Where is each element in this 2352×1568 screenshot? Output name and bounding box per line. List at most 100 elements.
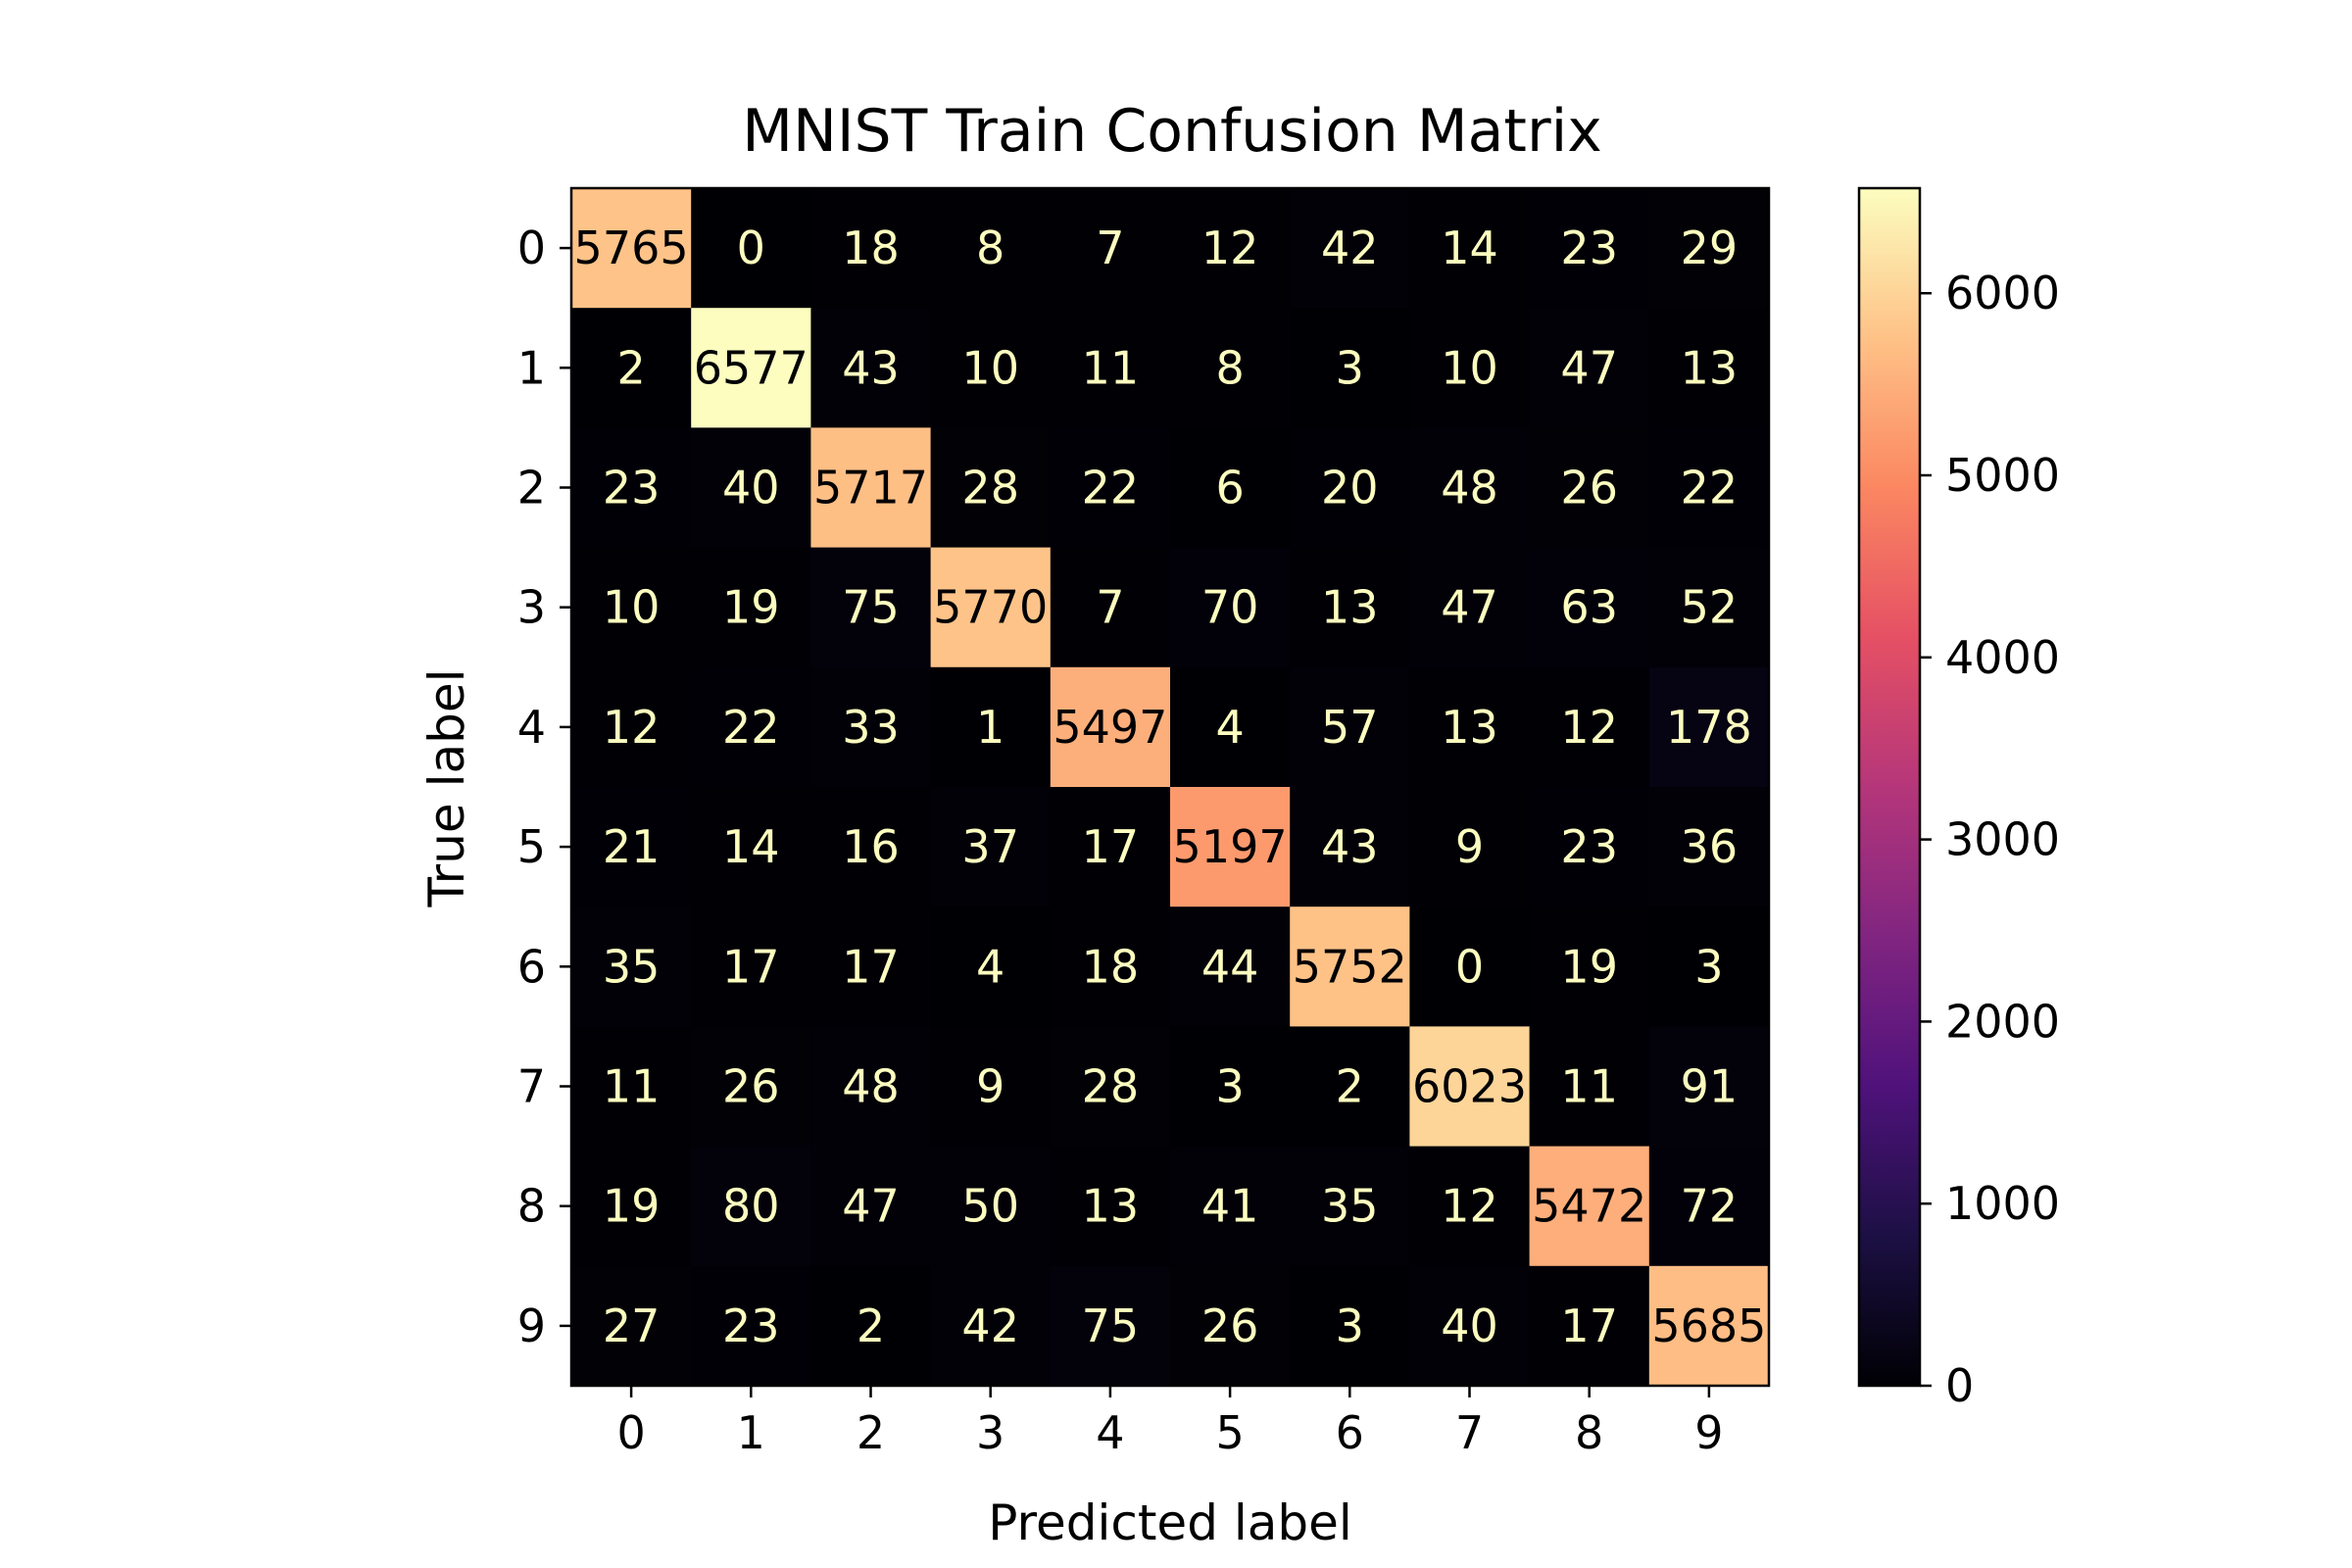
heatmap-cell [1529,1265,1650,1387]
heatmap-cell [1290,906,1410,1027]
heatmap-cell [810,308,932,428]
heatmap-cell [571,666,692,788]
heatmap-cell [1409,1265,1531,1387]
cell-value-label: 12 [603,701,661,754]
cell-value-label: 6023 [1412,1060,1527,1113]
heatmap-cell [1648,787,1770,907]
y-tick-label: 9 [517,1299,546,1352]
cell-value-label: 29 [1681,221,1739,274]
heatmap-cell [1050,666,1171,788]
heatmap-cell [1290,188,1410,309]
heatmap-cell [1409,427,1531,549]
heatmap-cell [1290,1146,1410,1267]
heatmap-cell [1050,188,1171,309]
cell-value-label: 2 [616,341,645,394]
y-tick-label: 5 [517,820,546,873]
cell-value-label: 26 [722,1060,780,1113]
heatmap-cell [1050,427,1171,549]
heatmap-cell [571,547,692,668]
cell-value-label: 80 [722,1180,780,1233]
y-axis-ticks: 0 1 2 3 4 5 6 7 8 9 [517,221,571,1352]
cell-value-label: 13 [1082,1180,1140,1233]
heatmap-cell [1290,666,1410,788]
colorbar-tick-label: 5000 [1945,449,2060,502]
heatmap-cell [1648,547,1770,668]
cell-value-label: 5765 [574,221,689,274]
heatmap-cell [1409,1026,1531,1148]
heatmap-cell [1529,1026,1650,1148]
x-tick-label: 5 [1215,1406,1244,1459]
heatmap-cell [930,427,1052,549]
heatmap-cell [810,188,932,309]
cell-value-label: 13 [1681,341,1739,394]
heatmap-frame [569,186,1771,1388]
cell-value-label: 13 [1441,701,1498,754]
cell-value-label: 7 [1096,581,1124,634]
heatmap-cell [1290,547,1410,668]
heatmap-cell [691,787,811,907]
heatmap-cell [1050,787,1171,907]
heatmap-cell [1409,308,1531,428]
heatmap-cell [1529,906,1650,1027]
cell-value-label: 75 [842,581,900,634]
x-axis-ticks: 0 1 2 3 4 5 6 7 8 9 [616,1386,1724,1459]
cell-value-label: 28 [961,462,1019,514]
x-tick-label: 8 [1575,1406,1603,1459]
y-tick-label: 0 [517,221,546,274]
cell-value-label: 10 [603,581,661,634]
cell-value-label: 3 [1336,1299,1364,1352]
cell-value-label: 27 [603,1299,661,1352]
cell-value-label: 9 [1455,820,1484,873]
heatmap-cell [691,427,811,549]
cell-value-label: 8 [1215,341,1244,394]
heatmap-cell [1409,906,1531,1027]
heatmap-cell [1170,1026,1291,1148]
heatmap-cell [810,1026,932,1148]
colorbar-tick-label: 2000 [1945,995,2060,1048]
cell-value-label: 5770 [933,581,1048,634]
heatmap-cell [691,1026,811,1148]
heatmap-cell [930,547,1052,668]
cell-value-label: 18 [1082,940,1140,993]
heatmap-cell [571,787,692,907]
cell-value-label: 178 [1666,701,1752,754]
y-tick-label: 4 [517,701,546,754]
cell-value-label: 43 [1321,820,1379,873]
y-tick-label: 1 [517,341,546,394]
heatmap-cell [1529,666,1650,788]
heatmap-cell [1050,1265,1171,1387]
cell-value-label: 18 [842,221,900,274]
cell-value-label: 21 [603,820,661,873]
heatmap-cell [1409,787,1531,907]
cell-value-label: 72 [1681,1180,1739,1233]
heatmap-cell [1170,1265,1291,1387]
heatmap-cell [1170,666,1291,788]
heatmap-cell [691,1265,811,1387]
heatmap-cell [1409,188,1531,309]
cell-value-label: 6577 [694,341,808,394]
cell-value-label: 16 [842,820,900,873]
heatmap-cell [810,1265,932,1387]
heatmap-cell [691,1146,811,1267]
heatmap-cells [571,188,1770,1387]
cell-value-label: 10 [961,341,1019,394]
cell-value-label: 2 [1336,1060,1364,1113]
cell-value-label: 7 [1096,221,1124,274]
cell-value-label: 28 [1082,1060,1140,1113]
colorbar-tick-label: 6000 [1945,267,2060,319]
heatmap-cell [930,308,1052,428]
heatmap-cell [691,547,811,668]
cell-value-label: 11 [1560,1060,1618,1113]
cell-value-label: 48 [1441,462,1498,514]
cell-value-label: 19 [1560,940,1618,993]
heatmap-cell [571,1146,692,1267]
heatmap-cell [1648,308,1770,428]
heatmap-cell [810,787,932,907]
cell-value-label: 48 [842,1060,900,1113]
cell-value-label: 23 [1560,820,1618,873]
cell-value-label: 12 [1201,221,1259,274]
heatmap-cell [930,906,1052,1027]
x-axis-title: Predicted label [988,1494,1352,1551]
cell-value-label: 26 [1560,462,1618,514]
cell-value-label: 44 [1201,940,1259,993]
